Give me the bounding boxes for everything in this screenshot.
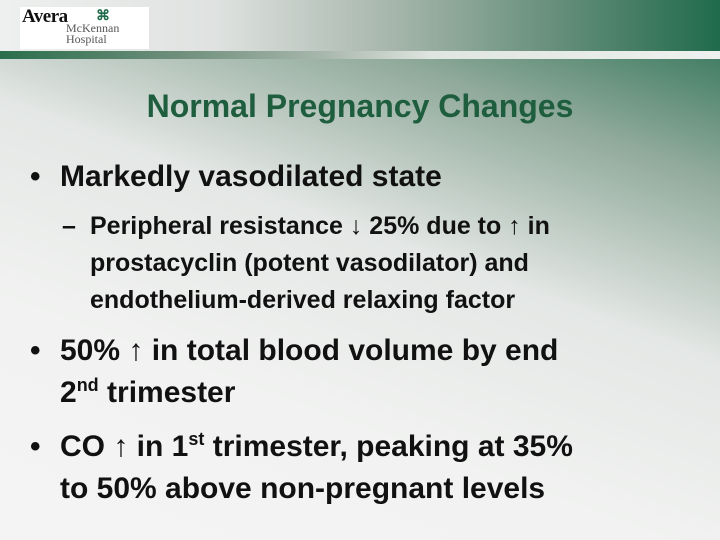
bullet-mark: • xyxy=(30,160,41,193)
bullet-mark: • xyxy=(30,334,41,367)
sub-bullet: – Peripheral resistance ↓ 25% due to ↑ i… xyxy=(62,208,550,314)
bullet-2: • 50% ↑ in total blood volume by end 2nd… xyxy=(30,330,558,409)
sub-line: Peripheral resistance ↓ 25% due to ↑ in xyxy=(90,212,550,240)
sub-line: prostacyclin (potent vasodilator) and xyxy=(90,249,529,277)
cross-icon: ⌘ xyxy=(96,7,110,23)
logo-name: Avera xyxy=(22,6,68,27)
bullet-text: to 50% above non-pregnant levels xyxy=(60,472,546,505)
bullet-3: • CO ↑ in 1st trimester, peaking at 35% … xyxy=(30,426,573,505)
dash-mark: – xyxy=(62,212,76,240)
avera-logo: Avera ⌘ McKennan Hospital xyxy=(20,6,149,49)
logo-subtitle: McKennan Hospital xyxy=(66,21,120,46)
logo-sub1: McKennan xyxy=(66,21,120,35)
bullet-text: 2nd trimester xyxy=(60,375,236,409)
logo-sub2: Hospital xyxy=(66,32,107,46)
slide-title: Normal Pregnancy Changes xyxy=(146,88,574,124)
bullet-mark: • xyxy=(30,430,41,463)
bullet-1: • Markedly vasodilated state xyxy=(30,156,442,198)
header-divider-bar xyxy=(0,51,720,59)
bullet-text: 50% ↑ in total blood volume by end xyxy=(60,334,559,367)
bullet-text: Markedly vasodilated state xyxy=(60,160,442,193)
bullet-text: CO ↑ in 1st trimester, peaking at 35% xyxy=(60,429,573,463)
sub-line: endothelium-derived relaxing factor xyxy=(90,286,516,314)
